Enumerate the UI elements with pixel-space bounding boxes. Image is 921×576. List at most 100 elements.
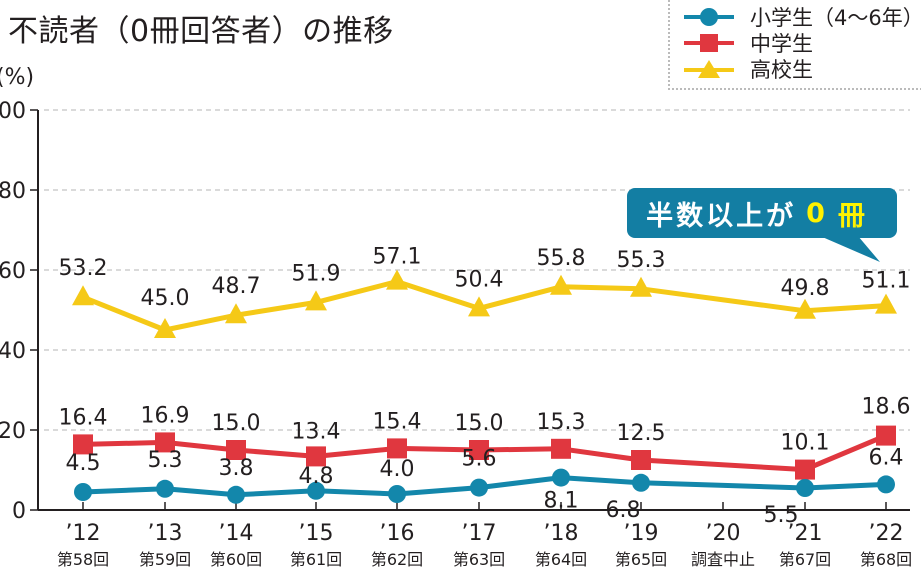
y-tick-labels: 0 20 40 60 80 100 (%) xyxy=(0,65,34,524)
data-point xyxy=(156,479,174,498)
data-point xyxy=(875,293,897,314)
callout-highlight: 0 xyxy=(806,197,828,229)
data-point xyxy=(387,438,407,459)
x-tick-sublabel: 調査中止 xyxy=(691,550,755,569)
callout-suffix: 冊 xyxy=(837,200,868,232)
legend-item-junior-high: 中学生 xyxy=(684,30,813,56)
data-label: 6.4 xyxy=(869,445,904,470)
x-tick-label: ’18 xyxy=(544,521,579,546)
x-tick-label: ’17 xyxy=(462,521,497,546)
legend-item-high-school: 高校生 xyxy=(684,56,813,82)
data-point xyxy=(552,468,570,487)
y-axis-unit: (%) xyxy=(0,65,34,90)
data-label: 15.3 xyxy=(537,410,586,435)
x-tick-sublabel: 第60回 xyxy=(210,550,262,569)
data-point xyxy=(225,303,247,324)
data-point xyxy=(631,450,651,470)
x-tick-sublabel: 第67回 xyxy=(779,550,831,569)
data-label: 16.9 xyxy=(141,403,190,428)
x-tick-sublabel: 第65回 xyxy=(615,550,667,569)
x-tick-sublabel: 第63回 xyxy=(453,550,505,569)
data-point xyxy=(550,274,572,295)
data-point xyxy=(470,478,488,497)
x-tick-labels: ’12 第58回 ’13 第59回 ’14 第60回 ’15 第61回 ’16 第62回 ’17 第6… xyxy=(57,521,912,569)
y-tick-label: 60 xyxy=(0,259,26,284)
data-point xyxy=(794,298,816,319)
x-tick-label: ’12 xyxy=(66,521,101,546)
data-label: 45.0 xyxy=(141,286,190,311)
data-point xyxy=(388,485,406,503)
data-label: 4.5 xyxy=(66,451,101,476)
legend-label: 中学生 xyxy=(750,32,813,56)
data-point xyxy=(630,276,652,297)
data-label: 6.8 xyxy=(606,498,641,523)
data-label: 51.1 xyxy=(862,269,911,294)
data-label: 55.3 xyxy=(617,248,666,273)
y-tick-label: 40 xyxy=(0,339,26,364)
data-point xyxy=(469,440,489,460)
x-tick-sublabel: 第64回 xyxy=(535,550,587,569)
data-label: 50.4 xyxy=(455,267,504,292)
y-tick-label: 80 xyxy=(0,179,26,204)
data-label: 15.4 xyxy=(373,409,422,434)
callout-prefix: 半数以上が xyxy=(646,200,797,232)
data-label: 12.5 xyxy=(617,421,666,446)
data-point xyxy=(154,318,176,338)
x-tick-sublabel: 第59回 xyxy=(139,550,191,569)
legend-label: 小学生（4〜6年） xyxy=(750,6,921,30)
x-tick-label: ’22 xyxy=(869,521,904,546)
data-label: 5.6 xyxy=(462,447,497,472)
legend-label: 高校生 xyxy=(750,58,813,82)
series-line-circle xyxy=(82,475,887,498)
data-label: 4.0 xyxy=(380,457,415,482)
data-point xyxy=(227,485,245,504)
series-line-triangle xyxy=(82,279,887,333)
data-point xyxy=(796,479,814,497)
x-tick-sublabel: 第61回 xyxy=(290,550,342,569)
x-tick-label: ’19 xyxy=(624,521,659,546)
y-tick-label: 0 xyxy=(12,499,26,524)
data-point xyxy=(305,290,327,311)
data-point xyxy=(551,438,571,459)
data-point xyxy=(307,481,325,500)
data-label: 15.0 xyxy=(455,411,504,436)
data-point xyxy=(877,475,895,494)
data-label: 48.7 xyxy=(212,274,261,299)
y-tick-label: 100 xyxy=(0,99,26,124)
data-point xyxy=(632,473,650,492)
circle-marker-icon xyxy=(684,8,734,26)
data-point xyxy=(386,269,408,290)
data-label: 5.3 xyxy=(148,448,183,473)
square-marker-icon xyxy=(684,34,734,52)
data-point xyxy=(306,446,326,467)
x-tick-label: ’13 xyxy=(148,521,183,546)
chart-title: 不読者（0冊回答者）の推移 xyxy=(8,14,394,49)
x-tick-label: ’15 xyxy=(299,521,334,546)
data-point xyxy=(155,432,175,453)
data-label: 10.1 xyxy=(781,431,830,456)
triangle-marker-icon xyxy=(684,60,734,78)
x-tick-label: ’14 xyxy=(219,521,254,546)
data-point xyxy=(74,483,92,501)
data-label: 13.4 xyxy=(292,419,341,444)
data-label: 5.5 xyxy=(764,503,799,528)
data-label: 16.4 xyxy=(59,405,108,430)
data-label: 53.2 xyxy=(59,256,108,281)
legend-item-elementary: 小学生（4〜6年） xyxy=(684,4,921,30)
data-label: 51.9 xyxy=(292,261,341,286)
data-point xyxy=(876,425,896,446)
series-line-square xyxy=(82,433,887,473)
x-tick-sublabel: 第62回 xyxy=(371,550,423,569)
axes xyxy=(30,109,910,511)
x-tick-label: ’16 xyxy=(380,521,415,546)
data-label: 3.8 xyxy=(219,456,254,481)
data-label: 8.1 xyxy=(544,489,579,514)
series-markers xyxy=(72,269,897,504)
series-lines xyxy=(82,279,887,498)
data-point xyxy=(73,434,93,455)
data-label: 57.1 xyxy=(373,245,422,270)
data-label: 4.8 xyxy=(299,464,334,489)
data-point xyxy=(226,440,246,460)
